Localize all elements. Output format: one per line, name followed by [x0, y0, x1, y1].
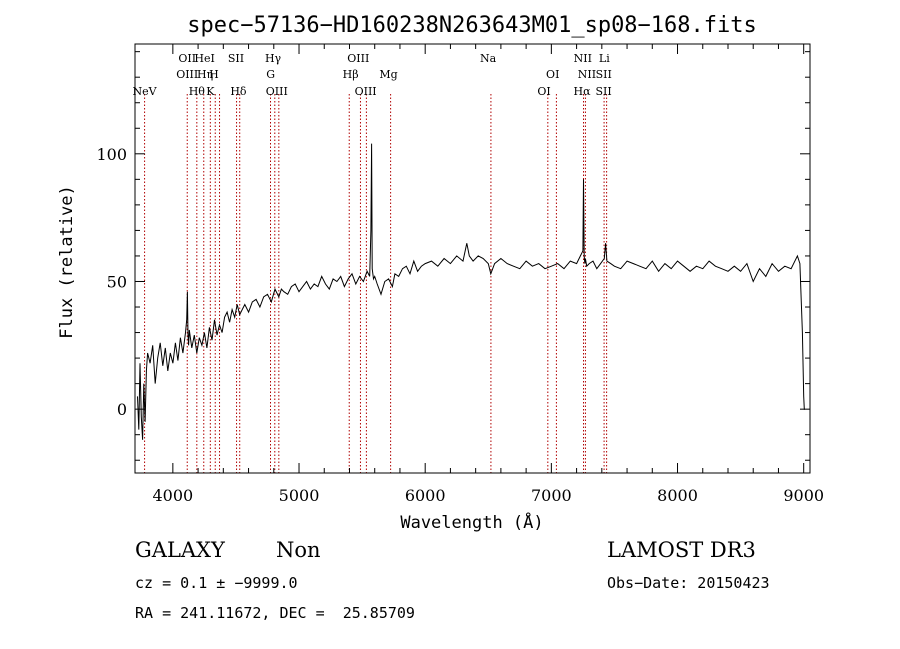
observation-date: Obs−Date: 20150423: [607, 574, 770, 592]
emission-line-label: Na: [480, 52, 497, 65]
emission-line-markers: [144, 94, 608, 473]
x-tick-label: 5000: [279, 486, 320, 505]
emission-line-label: OI: [537, 85, 550, 98]
coordinates-line: RA = 241.11672, DEC = 25.85709: [135, 604, 415, 622]
x-tick-label: 6000: [405, 486, 446, 505]
emission-line-label: NII: [578, 68, 596, 81]
y-tick-label: 100: [96, 145, 127, 164]
emission-line-label: Hα: [573, 85, 591, 98]
survey-name: LAMOST DR3: [607, 538, 756, 562]
emission-line-label: OIII: [266, 85, 288, 98]
emission-line-label: Hδ: [230, 85, 247, 98]
y-tick-label: 0: [117, 400, 127, 419]
emission-line-label: OIII: [355, 85, 377, 98]
emission-line-label: Hβ: [343, 68, 359, 81]
axis-ticks: 4000 5000 6000 7000 8000 9000 0 50 100: [96, 44, 824, 505]
emission-line-label: G: [266, 68, 275, 81]
emission-line-label: OII: [178, 52, 196, 65]
emission-line-label: NII: [574, 52, 592, 65]
emission-line-label: K: [206, 85, 215, 98]
emission-line-label: OIII: [347, 52, 369, 65]
emission-line-label: H: [209, 68, 219, 81]
chart-title: spec−57136−HD160238N263643M01_sp08−168.f…: [187, 13, 757, 38]
emission-line-label: NeV: [133, 85, 158, 98]
emission-line-label: Hη: [197, 68, 213, 81]
x-tick-label: 9000: [783, 486, 824, 505]
x-tick-label: 7000: [531, 486, 572, 505]
emission-line-label: SII: [596, 68, 612, 81]
object-class: GALAXY: [135, 538, 225, 562]
redshift-line: cz = 0.1 ± −9999.0: [135, 574, 298, 592]
spectrum-line: [137, 143, 805, 440]
emission-line-label: Mg: [379, 68, 397, 81]
x-axis-label: Wavelength (Å): [400, 511, 543, 533]
emission-line-label: Li: [599, 52, 610, 65]
plot-frame: [134, 43, 811, 474]
emission-line-label: SII: [595, 85, 611, 98]
emission-line-label: OI: [546, 68, 559, 81]
x-tick-label: 4000: [152, 486, 193, 505]
emission-line-label: HeI: [194, 52, 214, 65]
emission-line-label: Hγ: [265, 52, 282, 65]
emission-line-label: Hθ: [189, 85, 206, 98]
x-tick-label: 8000: [657, 486, 698, 505]
y-axis-label: Flux (relative): [57, 185, 77, 339]
emission-line-label: SII: [228, 52, 244, 65]
object-subclass: Non: [276, 538, 321, 562]
emission-line-label: OIII: [176, 68, 198, 81]
y-tick-label: 50: [107, 272, 127, 291]
